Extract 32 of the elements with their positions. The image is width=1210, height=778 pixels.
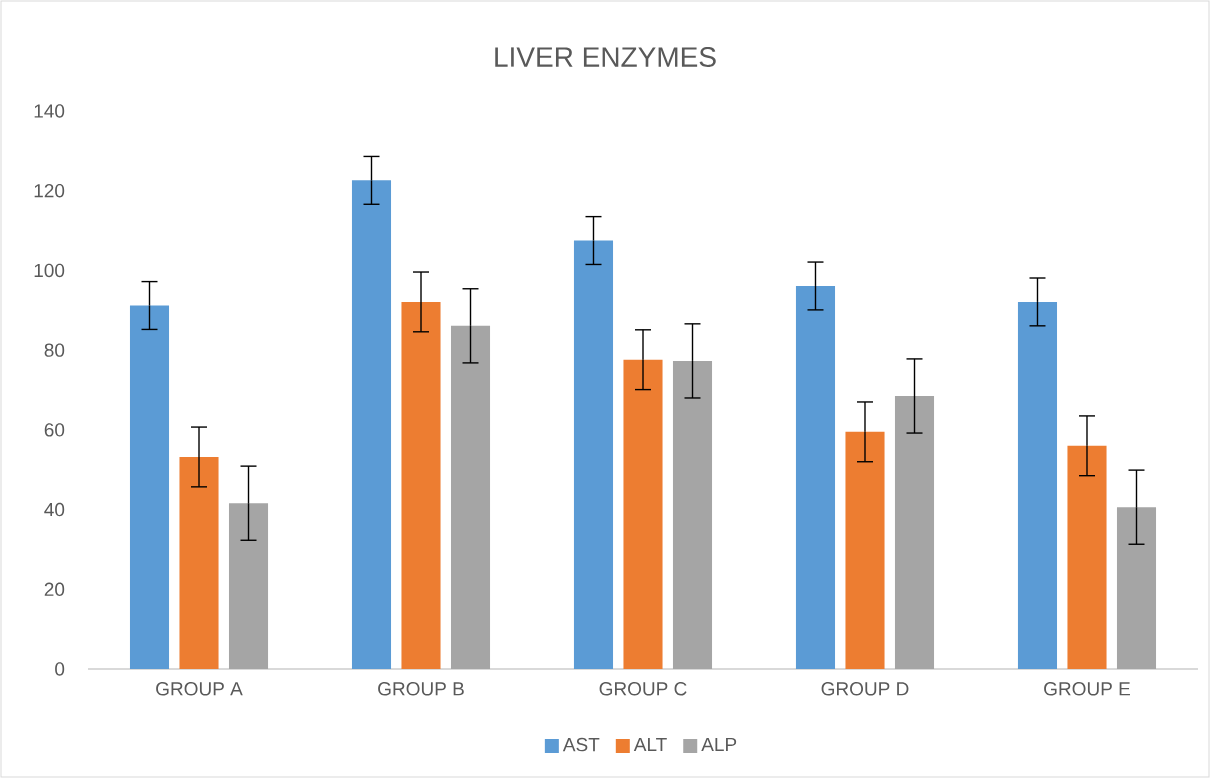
x-tick-label: GROUP C [599, 682, 687, 696]
y-tick-label: 0 [55, 662, 65, 676]
bar [179, 456, 219, 669]
x-tick-label: GROUP D [821, 682, 909, 696]
y-tick-label: 20 [44, 582, 65, 597]
y-tick-label: 60 [44, 423, 65, 437]
bar [672, 360, 713, 669]
x-tick-label: GROUP B [378, 682, 464, 696]
y-tick-label: 140 [34, 104, 65, 118]
legend-label: ALP [701, 737, 737, 752]
bar [573, 240, 614, 669]
bar [1067, 445, 1107, 669]
y-tick-label: 40 [44, 502, 65, 517]
y-tick-label: 100 [34, 263, 65, 278]
chart-title: LIVER ENZYMES [495, 47, 716, 67]
bar [129, 305, 170, 669]
bar [845, 431, 885, 669]
legend-label: AST [562, 737, 600, 752]
bar [1116, 507, 1157, 669]
y-tick-label: 80 [44, 343, 65, 357]
bar [351, 180, 392, 669]
bar [623, 359, 663, 669]
bar [795, 285, 836, 669]
bar [401, 301, 441, 669]
x-tick-label: GROUP E [1044, 682, 1130, 696]
y-tick-label: 120 [34, 183, 65, 198]
x-tick-label: GROUP A [156, 682, 243, 696]
bar [450, 325, 491, 669]
legend-label: ALT [633, 737, 667, 752]
bar [1017, 301, 1058, 669]
bar [894, 395, 935, 669]
bar [228, 503, 269, 669]
